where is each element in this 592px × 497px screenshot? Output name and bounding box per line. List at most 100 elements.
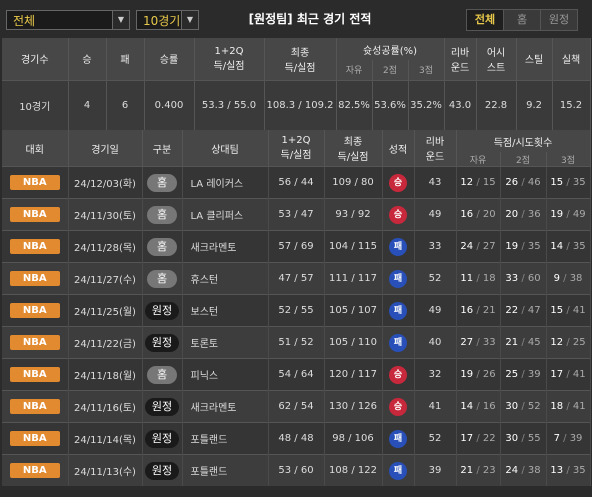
date-cell: 24/11/18(월)	[68, 358, 143, 391]
final-score-cell: 111 / 117	[324, 262, 383, 295]
ft-attempt: 16	[482, 401, 496, 412]
col-shots: 득점/시도횟수	[456, 130, 591, 152]
home-away-badge: 홈	[147, 365, 177, 384]
col-half-1: 1+2Q	[281, 135, 311, 146]
home-away-badge: 원정	[145, 333, 179, 352]
p2-attempt: 47	[527, 305, 541, 316]
result-cell: 승	[382, 198, 415, 231]
home-away-badge: 홈	[147, 237, 177, 256]
league-cell: NBA	[2, 422, 69, 455]
type-cell: 원정	[142, 294, 183, 327]
col-half: 1+2Q 득/실점	[268, 130, 325, 167]
ft-attempt: 15	[482, 177, 496, 188]
result-cell: 패	[382, 262, 415, 295]
games-count-select[interactable]: 10경기 ▼	[136, 10, 199, 30]
filter-select[interactable]: 전체 ▼	[6, 10, 130, 30]
ft-attempt: 26	[482, 369, 496, 380]
games-count-value: 10경기	[143, 14, 181, 28]
ft-made: 16	[460, 209, 474, 220]
sum-half: 53.3 / 55.0	[194, 79, 265, 131]
date-cell: 24/11/16(토)	[68, 390, 143, 423]
league-badge: NBA	[9, 303, 60, 318]
home-away-badge: 원정	[145, 429, 179, 448]
rebound-cell: 52	[414, 262, 457, 295]
sum-win: 4	[68, 79, 107, 131]
p3-attempt: 41	[572, 305, 586, 316]
league-cell: NBA	[2, 454, 69, 486]
league-cell: NBA	[2, 358, 69, 391]
opponent-cell: 포틀랜드	[182, 454, 269, 486]
result-cell: 승	[382, 358, 415, 391]
ft-cell: 16 / 20	[456, 198, 501, 231]
p2-made: 20	[505, 209, 519, 220]
rebound-cell: 52	[414, 422, 457, 455]
p3-attempt: 41	[572, 369, 586, 380]
sum-header-half-1: 1+2Q	[214, 45, 244, 57]
p2-made: 19	[505, 241, 519, 252]
p3-cell: 15 / 41	[546, 294, 591, 327]
ft-cell: 19 / 26	[456, 358, 501, 391]
league-badge: NBA	[9, 175, 60, 190]
col-ft: 자유	[456, 152, 501, 167]
home-away-badge: 홈	[147, 205, 177, 224]
final-score-cell: 108 / 122	[324, 454, 383, 486]
opponent-cell: LA 클리퍼스	[182, 198, 269, 231]
p2-cell: 21 / 45	[500, 326, 547, 359]
final-score-cell: 105 / 110	[324, 326, 383, 359]
ft-cell: 21 / 23	[456, 454, 501, 486]
col-opponent: 상대팀	[182, 130, 269, 167]
sum-stl: 9.2	[516, 79, 553, 131]
result-badge: 패	[389, 461, 407, 480]
home-away-badge: 홈	[147, 269, 177, 288]
p2-cell: 25 / 39	[500, 358, 547, 391]
table-row: NBA 24/11/25(월) 원정 보스턴 52 / 55 105 / 107…	[2, 294, 591, 327]
p2-made: 21	[505, 337, 519, 348]
result-cell: 패	[382, 230, 415, 263]
col-type: 구분	[142, 130, 183, 167]
opponent-cell: 보스턴	[182, 294, 269, 327]
tab-home[interactable]: 홈	[503, 10, 540, 30]
p2-made: 26	[505, 177, 519, 188]
p2-cell: 30 / 55	[500, 422, 547, 455]
p2-cell: 30 / 52	[500, 390, 547, 423]
opponent-cell: 토론토	[182, 326, 269, 359]
sum-header-reb-1: 리바	[450, 47, 470, 59]
col-p3: 3점	[546, 152, 591, 167]
table-row: NBA 24/11/14(목) 원정 포틀랜드 48 / 48 98 / 106…	[2, 422, 591, 455]
ft-cell: 17 / 22	[456, 422, 501, 455]
p3-made: 14	[550, 241, 564, 252]
sum-p3: 35.2%	[408, 79, 445, 131]
ft-made: 16	[460, 305, 474, 316]
home-away-badge: 원정	[145, 397, 179, 416]
sum-header-ast-1: 어시	[486, 47, 506, 59]
sum-p2: 53.6%	[372, 79, 409, 131]
p3-made: 15	[550, 305, 564, 316]
sum-games: 10경기	[2, 79, 69, 131]
p3-cell: 9 / 38	[546, 262, 591, 295]
rebound-cell: 33	[414, 230, 457, 263]
p3-made: 18	[550, 401, 564, 412]
col-league: 대회	[2, 130, 69, 167]
ft-made: 11	[460, 273, 474, 284]
col-result: 성적	[382, 130, 415, 167]
tab-away[interactable]: 원정	[540, 10, 577, 30]
game-rows: NBA 24/12/03(화) 홈 LA 레이커스 56 / 44 109 / …	[2, 166, 591, 486]
sum-final: 108.3 / 109.2	[264, 79, 337, 131]
league-badge: NBA	[9, 367, 60, 382]
sum-header-ast: 어시 스트	[476, 38, 517, 80]
table-row: NBA 24/11/22(금) 원정 토론토 51 / 52 105 / 110…	[2, 326, 591, 359]
col-half-2: 득/실점	[280, 150, 312, 161]
ft-made: 21	[460, 465, 474, 476]
p2-made: 22	[505, 305, 519, 316]
date-cell: 24/11/25(월)	[68, 294, 143, 327]
ft-cell: 11 / 18	[456, 262, 501, 295]
p2-attempt: 55	[527, 433, 541, 444]
venue-tabs: 전체 홈 원정	[466, 9, 578, 31]
league-badge: NBA	[9, 271, 60, 286]
sum-header-p3: 3점	[408, 60, 445, 80]
tab-all[interactable]: 전체	[467, 10, 503, 30]
sum-header-stl: 스틸	[516, 38, 553, 80]
p3-attempt: 35	[572, 177, 586, 188]
col-rebound: 리바 운드	[414, 130, 457, 167]
p2-made: 30	[505, 401, 519, 412]
